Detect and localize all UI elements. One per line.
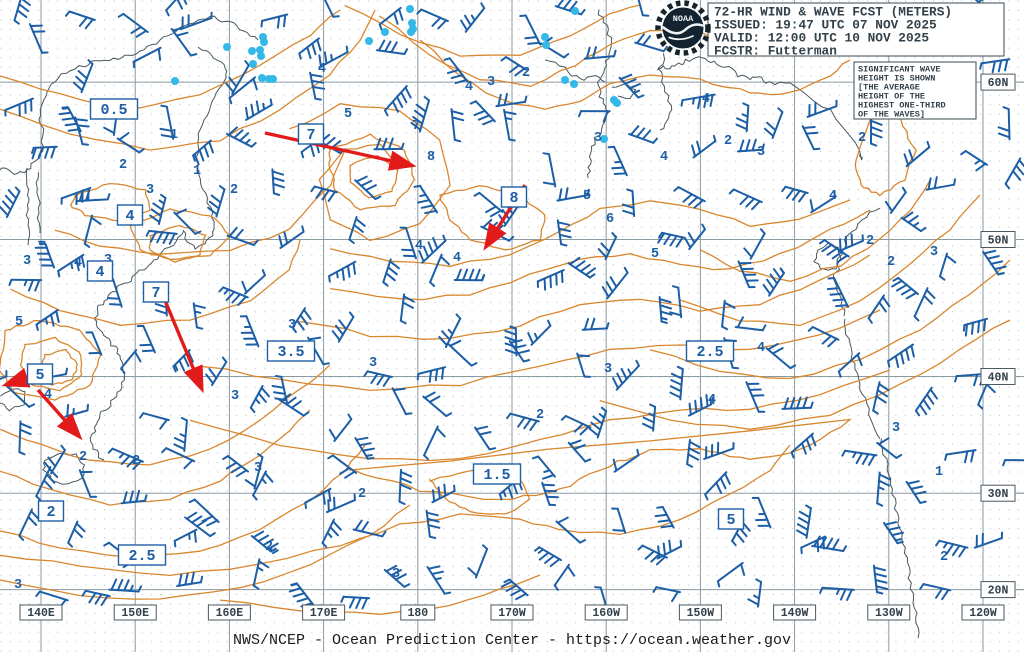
svg-text:4: 4 — [318, 62, 326, 77]
svg-text:2: 2 — [265, 540, 273, 555]
svg-text:2: 2 — [887, 255, 895, 270]
svg-text:140E: 140E — [27, 607, 55, 620]
svg-text:3: 3 — [892, 421, 900, 436]
svg-text:3: 3 — [930, 245, 938, 260]
svg-text:NWS/NCEP - Ocean Prediction Ce: NWS/NCEP - Ocean Prediction Center - htt… — [233, 632, 791, 649]
svg-text:6: 6 — [606, 212, 614, 227]
svg-text:4: 4 — [44, 388, 52, 403]
svg-text:0.5: 0.5 — [100, 102, 127, 119]
svg-text:2: 2 — [866, 234, 874, 249]
svg-text:3: 3 — [14, 578, 22, 593]
svg-text:2.5: 2.5 — [696, 344, 723, 361]
svg-text:2: 2 — [132, 454, 140, 469]
svg-text:160W: 160W — [592, 607, 620, 620]
svg-text:1: 1 — [193, 164, 201, 179]
svg-text:8: 8 — [427, 150, 435, 165]
svg-text:7: 7 — [151, 285, 160, 302]
svg-text:2: 2 — [79, 450, 87, 465]
svg-text:3: 3 — [288, 318, 296, 333]
svg-text:2: 2 — [522, 66, 530, 81]
svg-text:2: 2 — [536, 408, 544, 423]
svg-text:5: 5 — [726, 512, 735, 529]
svg-text:150E: 150E — [121, 607, 149, 620]
svg-text:60N: 60N — [988, 77, 1009, 90]
svg-text:NOAA: NOAA — [673, 14, 694, 24]
svg-text:7: 7 — [306, 127, 315, 144]
svg-text:3: 3 — [369, 356, 377, 371]
svg-text:4: 4 — [660, 150, 668, 165]
svg-text:3: 3 — [487, 75, 495, 90]
svg-text:120W: 120W — [969, 607, 997, 620]
svg-text:160E: 160E — [216, 607, 244, 620]
svg-text:2: 2 — [358, 487, 366, 502]
svg-text:180: 180 — [407, 607, 428, 620]
svg-text:5: 5 — [344, 107, 352, 122]
svg-text:140W: 140W — [781, 607, 809, 620]
svg-text:2.5: 2.5 — [128, 548, 155, 565]
svg-text:30N: 30N — [988, 488, 1009, 501]
svg-text:4: 4 — [74, 256, 82, 271]
svg-text:4: 4 — [125, 208, 134, 225]
svg-text:7: 7 — [412, 119, 420, 134]
svg-text:3.5: 3.5 — [277, 344, 304, 361]
svg-text:1: 1 — [170, 128, 178, 143]
svg-text:3: 3 — [392, 567, 400, 582]
svg-text:4: 4 — [829, 189, 837, 204]
svg-text:3: 3 — [23, 254, 31, 269]
svg-text:OF THE WAVES]: OF THE WAVES] — [858, 110, 925, 120]
svg-text:50N: 50N — [988, 235, 1009, 248]
svg-text:4: 4 — [702, 92, 710, 107]
svg-text:5: 5 — [583, 189, 591, 204]
svg-text:4: 4 — [415, 239, 423, 254]
svg-text:130W: 130W — [875, 607, 903, 620]
svg-text:150W: 150W — [687, 607, 715, 620]
svg-text:4: 4 — [757, 341, 765, 356]
svg-text:4: 4 — [95, 264, 104, 281]
svg-text:2: 2 — [119, 158, 127, 173]
svg-text:3: 3 — [231, 389, 239, 404]
svg-text:170W: 170W — [498, 607, 526, 620]
svg-text:4: 4 — [453, 251, 461, 266]
svg-text:5: 5 — [35, 367, 44, 384]
svg-text:FCSTR: Futterman: FCSTR: Futterman — [714, 44, 837, 59]
svg-text:40N: 40N — [988, 372, 1009, 385]
svg-text:5: 5 — [15, 315, 23, 330]
svg-text:3: 3 — [757, 145, 765, 160]
svg-text:2: 2 — [46, 504, 55, 521]
svg-text:3: 3 — [594, 131, 602, 146]
svg-text:2: 2 — [230, 183, 238, 198]
svg-text:1.5: 1.5 — [483, 467, 510, 484]
svg-text:1: 1 — [935, 465, 943, 480]
svg-text:3: 3 — [254, 461, 262, 476]
svg-text:4: 4 — [708, 393, 716, 408]
svg-text:3: 3 — [146, 183, 154, 198]
svg-text:4: 4 — [465, 80, 473, 95]
svg-text:2: 2 — [858, 131, 866, 146]
svg-text:2: 2 — [724, 134, 732, 149]
svg-text:170E: 170E — [310, 607, 338, 620]
svg-text:3: 3 — [604, 362, 612, 377]
svg-text:20N: 20N — [988, 585, 1009, 598]
svg-text:8: 8 — [509, 190, 518, 207]
svg-text:5: 5 — [651, 247, 659, 262]
svg-text:2: 2 — [940, 550, 948, 565]
